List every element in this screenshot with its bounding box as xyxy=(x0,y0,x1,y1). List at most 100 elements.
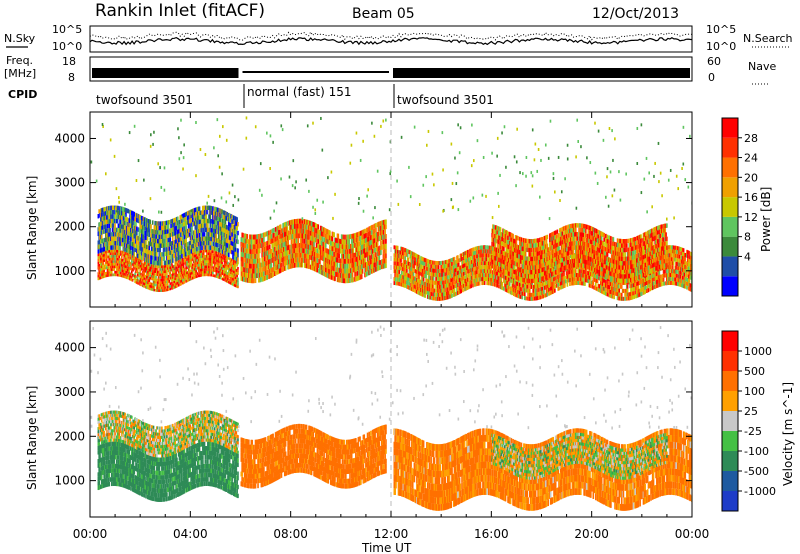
heatmap-cell xyxy=(408,265,411,270)
heatmap-cell xyxy=(418,291,421,296)
heatmap-cell xyxy=(207,262,209,266)
heatmap-cell xyxy=(216,225,218,230)
heatmap-cell xyxy=(105,253,107,257)
heatmap-cell xyxy=(356,246,359,252)
heatmap-cell xyxy=(116,260,119,264)
heatmap-cell xyxy=(183,252,186,258)
heatmap-cell xyxy=(283,232,286,237)
heatmap-cell xyxy=(319,235,322,241)
heatmap-cell xyxy=(192,221,195,227)
heatmap-cell xyxy=(198,219,201,225)
heatmap-cell xyxy=(130,232,133,238)
heatmap-cell xyxy=(192,248,194,253)
heatmap-cell xyxy=(146,283,149,287)
heatmap-cell xyxy=(246,238,248,244)
heatmap-cell xyxy=(398,258,401,263)
heatmap-cell xyxy=(206,240,208,246)
heatmap-cell xyxy=(181,254,183,259)
heatmap-cell xyxy=(267,259,269,265)
heatmap-cell xyxy=(182,268,185,271)
heatmap-cell xyxy=(455,263,458,268)
heatmap-cell xyxy=(334,242,337,248)
heatmap-cell xyxy=(352,233,355,239)
heatmap-cell xyxy=(340,263,343,269)
heatmap-cell xyxy=(204,265,207,269)
heatmap-cell xyxy=(166,260,168,265)
heatmap-cell xyxy=(202,240,205,246)
heatmap-cell xyxy=(121,274,124,278)
heatmap-cell xyxy=(222,259,224,262)
heatmap-cell xyxy=(326,268,329,273)
heatmap-cell xyxy=(299,247,302,253)
heatmap-cell xyxy=(211,255,213,259)
heatmap-cell xyxy=(120,274,122,277)
heatmap-cell xyxy=(319,239,321,245)
heatmap-cell xyxy=(332,231,335,237)
heatmap-cell xyxy=(374,262,376,268)
heatmap-cell xyxy=(421,268,424,273)
heatmap-cell xyxy=(200,271,203,275)
heatmap-cell xyxy=(396,253,398,258)
heatmap-cell xyxy=(336,233,339,239)
heatmap-cell xyxy=(228,262,231,266)
heatmap-cell xyxy=(260,243,263,248)
heatmap-cell xyxy=(371,253,374,259)
heatmap-cell xyxy=(214,237,217,243)
heatmap-cell xyxy=(161,273,164,277)
heatmap-cell xyxy=(304,224,307,230)
heatmap-cell xyxy=(430,272,432,277)
heatmap-cell xyxy=(338,248,340,254)
heatmap-cell xyxy=(115,240,117,246)
heatmap-cell xyxy=(327,258,330,264)
heatmap-cell xyxy=(401,246,403,251)
heatmap-cell xyxy=(190,249,192,254)
heatmap-cell xyxy=(296,247,299,253)
heatmap-cell xyxy=(431,272,434,277)
heatmap-cell xyxy=(241,276,243,282)
heatmap-cell xyxy=(453,276,456,281)
heatmap-cell xyxy=(243,267,246,273)
heatmap-cell xyxy=(336,272,339,278)
heatmap-cell xyxy=(298,223,300,229)
heatmap-cell xyxy=(442,284,445,289)
heatmap-cell xyxy=(438,261,441,266)
heatmap-cell xyxy=(323,251,325,257)
heatmap-cell xyxy=(179,219,182,225)
heatmap-cell xyxy=(205,236,208,241)
heatmap-cell xyxy=(99,230,101,236)
heatmap-cell xyxy=(192,273,195,277)
heatmap-cell xyxy=(181,231,183,237)
heatmap-cell xyxy=(307,224,310,230)
heatmap-cell xyxy=(162,267,165,271)
heatmap-cell xyxy=(181,227,184,232)
heatmap-cell xyxy=(319,245,322,250)
heatmap-cell xyxy=(215,224,218,230)
heatmap-cell xyxy=(187,276,190,279)
heatmap-cell xyxy=(302,233,305,239)
heatmap-cell xyxy=(466,282,468,287)
heatmap-cell xyxy=(134,225,136,231)
heatmap-cell xyxy=(100,234,103,240)
heatmap-cell xyxy=(151,274,153,278)
heatmap-cell xyxy=(384,229,386,235)
heatmap-cell xyxy=(103,253,106,257)
heatmap-cell xyxy=(107,232,110,237)
heatmap-cell xyxy=(168,233,171,238)
heatmap-cell xyxy=(112,249,115,253)
heatmap-cell xyxy=(123,259,126,263)
heatmap-cell xyxy=(202,218,205,224)
heatmap-cell xyxy=(379,250,381,256)
heatmap-cell xyxy=(170,228,172,233)
heatmap-cell xyxy=(198,241,201,247)
heatmap-cell xyxy=(131,211,134,216)
heatmap-cell xyxy=(241,261,243,267)
heatmap-cell xyxy=(351,233,354,239)
heatmap-cell xyxy=(112,214,115,219)
heatmap-cell xyxy=(452,257,455,262)
heatmap-cell xyxy=(323,266,325,272)
heatmap-cell xyxy=(99,255,101,259)
heatmap-cell xyxy=(401,274,404,279)
heatmap-cell xyxy=(115,252,117,256)
heatmap-cell xyxy=(171,227,173,233)
heatmap-cell xyxy=(438,280,441,285)
